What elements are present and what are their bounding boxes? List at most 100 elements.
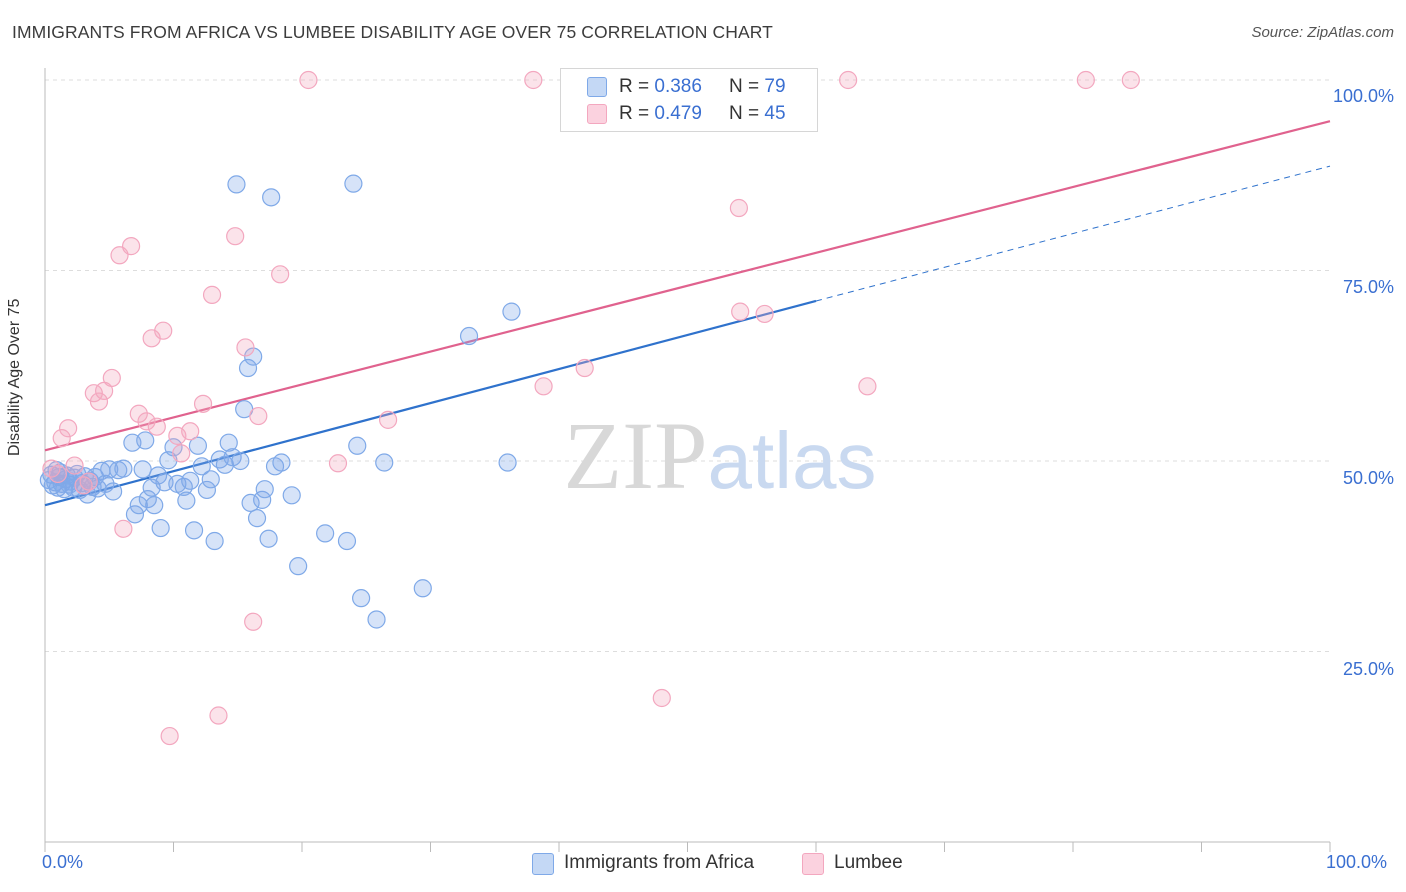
- point-africa: [352, 589, 371, 608]
- point-africa: [192, 457, 211, 476]
- r-label: R =: [619, 103, 650, 124]
- trend-line-lumbee: [44, 120, 1331, 452]
- point-africa: [188, 436, 208, 455]
- point-lumbee: [59, 419, 78, 438]
- point-africa: [151, 518, 170, 538]
- point-lumbee: [160, 726, 179, 746]
- point-lumbee: [79, 472, 98, 491]
- point-africa: [129, 496, 148, 515]
- point-africa: [255, 480, 274, 499]
- stats-row-africa: R = 0.386 N = 79: [561, 74, 817, 100]
- point-lumbee: [102, 368, 121, 388]
- y-tick-label: 75.0%: [1342, 277, 1394, 297]
- point-lumbee: [328, 454, 348, 473]
- n-label: N =: [729, 103, 760, 124]
- x-tick-label: 0.0%: [42, 852, 84, 872]
- point-lumbee: [137, 412, 156, 431]
- point-lumbee: [1121, 70, 1140, 90]
- point-lumbee: [249, 406, 268, 426]
- point-lumbee: [534, 377, 553, 396]
- point-lumbee: [858, 377, 877, 396]
- point-africa: [344, 174, 363, 193]
- point-africa: [184, 521, 204, 540]
- point-lumbee: [114, 519, 133, 538]
- trend-lines: [44, 120, 1331, 507]
- point-africa: [227, 175, 246, 194]
- point-lumbee: [755, 304, 774, 324]
- r-value: 0.479: [654, 103, 702, 124]
- point-africa: [125, 505, 145, 524]
- y-tick-label: 50.0%: [1342, 468, 1394, 488]
- point-lumbee: [236, 338, 255, 357]
- point-africa: [316, 524, 335, 543]
- point-africa: [289, 557, 308, 576]
- point-africa: [272, 453, 291, 472]
- stats-legend: R = 0.386 N = 79 R = 0.479 N = 45: [560, 68, 818, 132]
- point-lumbee: [129, 404, 148, 423]
- point-africa: [205, 531, 224, 551]
- point-lumbee: [154, 321, 173, 340]
- point-lumbee: [181, 422, 200, 441]
- point-lumbee: [729, 198, 749, 218]
- trend-line-africa: [44, 299, 817, 507]
- point-africa: [259, 529, 278, 548]
- point-africa: [498, 453, 517, 472]
- point-lumbee: [65, 456, 84, 475]
- point-africa: [177, 491, 196, 510]
- stats-row-lumbee: R = 0.479 N = 45: [561, 101, 817, 127]
- point-africa: [459, 326, 479, 346]
- point-africa: [367, 610, 386, 629]
- point-africa: [197, 480, 217, 500]
- legend-label: Lumbee: [834, 852, 903, 873]
- point-lumbee: [48, 464, 67, 484]
- point-lumbee: [839, 70, 858, 90]
- y-tick-label: 25.0%: [1342, 659, 1394, 679]
- point-africa: [145, 496, 164, 515]
- points-layer: [39, 70, 1140, 746]
- point-lumbee: [1076, 70, 1095, 90]
- point-lumbee: [52, 429, 71, 448]
- point-africa: [136, 431, 155, 450]
- point-africa: [215, 455, 234, 474]
- point-africa: [133, 460, 152, 479]
- point-africa: [219, 433, 238, 452]
- point-lumbee: [378, 410, 398, 429]
- legend-swatch-africa: [532, 853, 554, 875]
- y-tick-label: 100.0%: [1332, 86, 1394, 106]
- point-africa: [375, 453, 394, 472]
- point-africa: [348, 436, 367, 455]
- point-lumbee: [172, 444, 191, 463]
- swatch-africa: [587, 77, 607, 97]
- point-lumbee: [524, 70, 543, 90]
- point-africa: [241, 493, 260, 513]
- point-lumbee: [244, 612, 263, 631]
- axes: [44, 68, 1331, 852]
- point-lumbee: [575, 358, 594, 378]
- point-lumbee: [121, 237, 141, 256]
- point-lumbee: [89, 392, 109, 411]
- point-africa: [262, 188, 281, 207]
- point-africa: [181, 471, 200, 490]
- r-label: R =: [619, 76, 650, 97]
- point-africa: [337, 531, 357, 551]
- series-legend: Immigrants from Africa Lumbee: [0, 852, 1406, 878]
- source-label: Source: ZipAtlas.com: [1251, 24, 1394, 41]
- point-lumbee: [202, 285, 222, 304]
- point-africa: [104, 482, 123, 501]
- point-africa: [114, 459, 133, 478]
- point-africa: [244, 347, 263, 366]
- trend-line-africa-extension: [815, 165, 1331, 302]
- n-value: 79: [764, 76, 786, 97]
- legend-label: Immigrants from Africa: [564, 852, 755, 873]
- watermark: ZIPatlas: [564, 402, 877, 509]
- x-tick-label: 100.0%: [1326, 852, 1388, 872]
- point-lumbee: [271, 265, 290, 284]
- swatch-lumbee: [587, 104, 607, 124]
- point-africa: [502, 302, 521, 321]
- point-africa: [238, 358, 258, 378]
- point-lumbee: [299, 70, 318, 90]
- point-lumbee: [209, 706, 228, 725]
- chart-title: IMMIGRANTS FROM AFRICA VS LUMBEE DISABIL…: [12, 22, 773, 42]
- point-africa: [231, 451, 250, 471]
